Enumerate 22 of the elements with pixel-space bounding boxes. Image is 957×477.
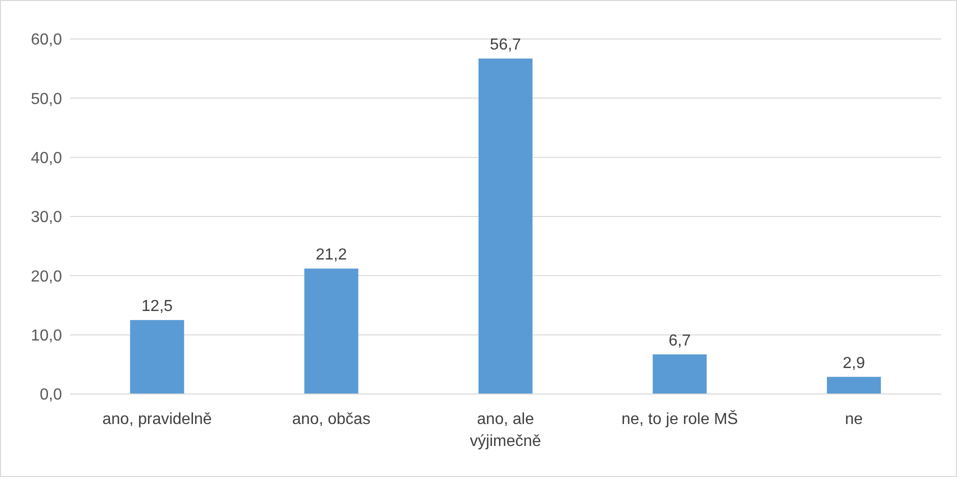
- data-label: 12,5: [142, 298, 173, 316]
- y-tick-label: 20,0: [30, 268, 62, 286]
- y-tick-label: 10,0: [30, 327, 62, 344]
- x-tick-label: ano, občas: [292, 411, 370, 428]
- y-tick-label: 50,0: [30, 90, 62, 108]
- x-tick-label: ne, to je role MŠ: [621, 410, 738, 428]
- data-label: 6,7: [668, 332, 691, 350]
- x-tick-label: ano, ale výjimečně: [470, 411, 542, 450]
- bar: [826, 376, 881, 394]
- y-tick-label: 60,0: [30, 32, 62, 49]
- y-tick-label: 30,0: [30, 209, 62, 226]
- bar: [478, 58, 532, 394]
- bar: [130, 320, 184, 394]
- y-tick-label: 0,0: [40, 386, 62, 404]
- y-tick-label: 40,0: [30, 150, 62, 167]
- data-label: 56,7: [490, 36, 522, 54]
- data-label: 21,2: [316, 246, 347, 264]
- x-tick-label: ano, pravidelně: [102, 411, 212, 428]
- data-label: 2,9: [842, 354, 866, 372]
- x-tick-label: ne: [845, 411, 863, 428]
- bar: [304, 268, 358, 394]
- bar: [652, 354, 707, 394]
